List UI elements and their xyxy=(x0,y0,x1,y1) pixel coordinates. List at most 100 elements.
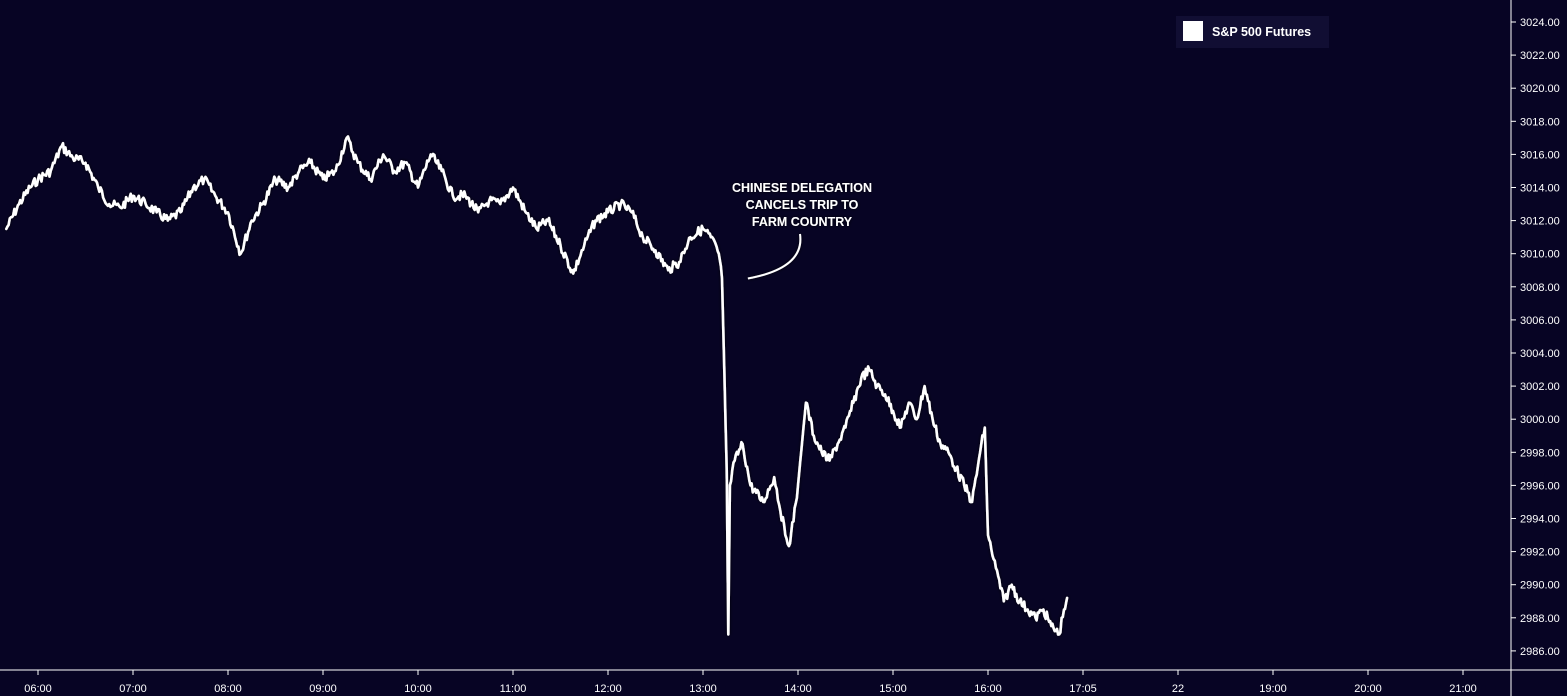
y-tick-label: 2990.00 xyxy=(1520,580,1560,592)
data-point xyxy=(963,484,966,487)
series-layer xyxy=(5,135,1069,636)
data-point xyxy=(97,186,99,189)
x-tick-label: 07:00 xyxy=(119,683,147,695)
data-point xyxy=(884,393,886,396)
data-point xyxy=(535,228,538,230)
x-tick-label: 17:05 xyxy=(1069,683,1097,695)
data-point xyxy=(718,252,720,255)
data-point xyxy=(852,401,855,404)
y-tick-label: 3006.00 xyxy=(1520,315,1560,327)
data-point xyxy=(298,170,301,172)
x-tick-label: 11:00 xyxy=(500,683,527,695)
data-point xyxy=(18,203,20,205)
data-point xyxy=(72,156,74,159)
data-point xyxy=(762,501,764,503)
x-tick-label: 22 xyxy=(1172,683,1184,695)
data-point xyxy=(5,228,8,230)
data-point xyxy=(572,272,574,275)
data-point xyxy=(836,443,839,445)
data-point xyxy=(1010,583,1013,586)
data-point xyxy=(274,178,277,181)
data-point xyxy=(60,145,63,147)
data-point xyxy=(227,211,229,214)
data-point xyxy=(1058,633,1061,636)
data-point xyxy=(155,211,158,214)
x-tick-label: 06:00 xyxy=(24,683,52,695)
data-point xyxy=(915,418,918,421)
data-point xyxy=(984,426,986,429)
data-point xyxy=(594,219,597,222)
data-point xyxy=(630,211,633,214)
data-point xyxy=(512,186,514,189)
y-tick-label: 3014.00 xyxy=(1520,183,1560,195)
data-point xyxy=(844,426,847,429)
annotation-text: FARM COUNTRY xyxy=(752,215,853,229)
data-point xyxy=(464,194,467,197)
data-point xyxy=(908,401,910,404)
data-point xyxy=(547,219,549,222)
data-point xyxy=(429,153,432,156)
data-point xyxy=(702,228,704,230)
data-point xyxy=(642,236,644,238)
data-point xyxy=(559,244,562,247)
data-point xyxy=(214,194,217,197)
x-tick-label: 21:00 xyxy=(1449,683,1477,695)
x-tick-label: 13:00 xyxy=(689,683,717,695)
data-point xyxy=(710,236,712,238)
data-point xyxy=(892,410,894,412)
data-point xyxy=(741,443,744,445)
data-point xyxy=(452,194,454,197)
data-point xyxy=(619,203,622,205)
data-point xyxy=(828,459,831,462)
data-point xyxy=(583,244,586,247)
x-tick-label: 15:00 xyxy=(879,683,907,695)
data-point xyxy=(132,194,134,197)
data-point xyxy=(1063,608,1065,611)
data-point xyxy=(309,161,312,164)
data-point xyxy=(84,161,87,164)
data-point xyxy=(900,426,902,429)
data-point xyxy=(1050,625,1053,627)
data-point xyxy=(860,377,863,379)
y-tick-label: 2998.00 xyxy=(1520,447,1560,459)
y-tick-label: 3024.00 xyxy=(1520,17,1560,29)
data-point xyxy=(797,484,799,487)
y-tick-label: 2988.00 xyxy=(1520,613,1560,625)
y-tick-label: 2996.00 xyxy=(1520,480,1560,492)
data-point xyxy=(287,186,289,189)
x-tick-label: 19:00 xyxy=(1259,683,1287,695)
data-point xyxy=(203,178,206,181)
data-point xyxy=(29,186,31,189)
y-tick-label: 3008.00 xyxy=(1520,282,1560,294)
data-point xyxy=(773,476,776,478)
y-axis: 3024.00 3022.00 3020.00 3018.00 3016.00 3014.… xyxy=(1510,0,1560,696)
y-tick-label: 3018.00 xyxy=(1520,116,1560,128)
y-tick-label: 3002.00 xyxy=(1520,381,1560,393)
data-point xyxy=(987,534,989,536)
data-point xyxy=(1066,597,1068,599)
data-point xyxy=(689,236,692,238)
data-point xyxy=(345,137,348,139)
y-tick-label: 3000.00 xyxy=(1520,414,1560,426)
data-point xyxy=(876,385,878,387)
y-tick-label: 3020.00 xyxy=(1520,83,1560,95)
x-tick-label: 16:00 xyxy=(974,683,1002,695)
data-point xyxy=(678,261,681,263)
data-point xyxy=(477,211,479,214)
y-tick-label: 2986.00 xyxy=(1520,646,1560,658)
x-tick-label: 20:00 xyxy=(1354,683,1382,695)
data-point xyxy=(119,206,122,209)
data-point xyxy=(805,401,807,404)
data-point xyxy=(192,186,194,189)
data-point xyxy=(947,451,950,454)
data-point xyxy=(499,203,502,205)
data-point xyxy=(404,161,407,164)
data-point xyxy=(239,252,242,255)
data-point xyxy=(108,203,111,205)
data-point xyxy=(37,178,39,181)
data-point xyxy=(727,633,730,636)
data-point xyxy=(721,277,723,280)
data-point xyxy=(654,249,657,252)
annotation-text: CHINESE DELEGATION xyxy=(732,181,872,195)
